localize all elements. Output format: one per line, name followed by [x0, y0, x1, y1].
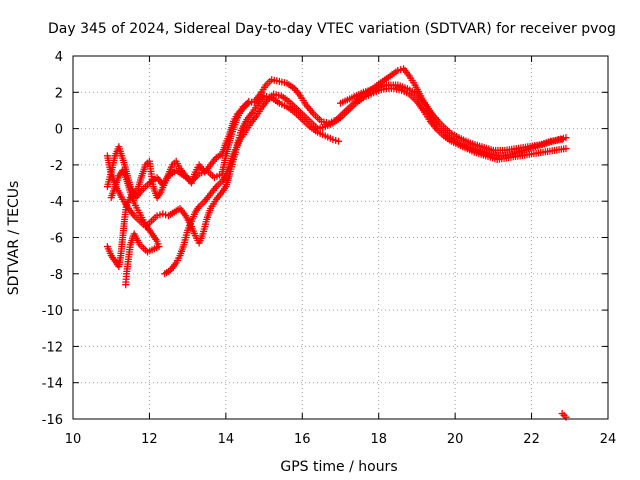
series-track-1 — [103, 65, 570, 202]
series-track-2 — [103, 92, 343, 247]
series-outlier — [558, 410, 570, 421]
series-track-4 — [107, 166, 163, 289]
y-tick-label: -10 — [42, 304, 63, 319]
x-tick-label: 20 — [447, 432, 464, 447]
y-tick-label: -12 — [42, 340, 63, 355]
x-axis-label: GPS time / hours — [280, 459, 397, 475]
x-tick-label: 10 — [65, 432, 82, 447]
chart-title: Day 345 of 2024, Sidereal Day-to-day VTE… — [48, 21, 616, 37]
data-point — [122, 281, 130, 289]
data-point — [335, 137, 343, 145]
y-tick-label: -8 — [50, 268, 63, 283]
y-tick-label: -16 — [42, 413, 63, 428]
data-point — [562, 134, 570, 142]
series-track-6 — [337, 81, 566, 154]
series-track-5 — [161, 85, 570, 278]
y-tick-label: -2 — [50, 159, 63, 174]
x-tick-label: 18 — [370, 432, 387, 447]
x-tick-label: 14 — [218, 432, 235, 447]
x-tick-label: 24 — [600, 432, 617, 447]
y-tick-label: -14 — [42, 377, 63, 392]
data-point — [562, 145, 570, 153]
y-tick-label: -4 — [50, 195, 63, 210]
series-track-3 — [103, 97, 253, 271]
x-tick-label: 16 — [294, 432, 311, 447]
x-tick-label: 22 — [523, 432, 540, 447]
data-point — [245, 97, 253, 105]
x-tick-label: 12 — [141, 432, 158, 447]
y-axis-label: SDTVAR / TECUs — [6, 181, 22, 296]
y-tick-label: 0 — [55, 123, 63, 138]
y-tick-label: -6 — [50, 232, 63, 247]
y-tick-label: 4 — [55, 50, 63, 65]
data-points — [103, 65, 570, 421]
y-tick-label: 2 — [55, 86, 63, 101]
data-point — [562, 413, 570, 421]
data-point — [558, 135, 566, 143]
